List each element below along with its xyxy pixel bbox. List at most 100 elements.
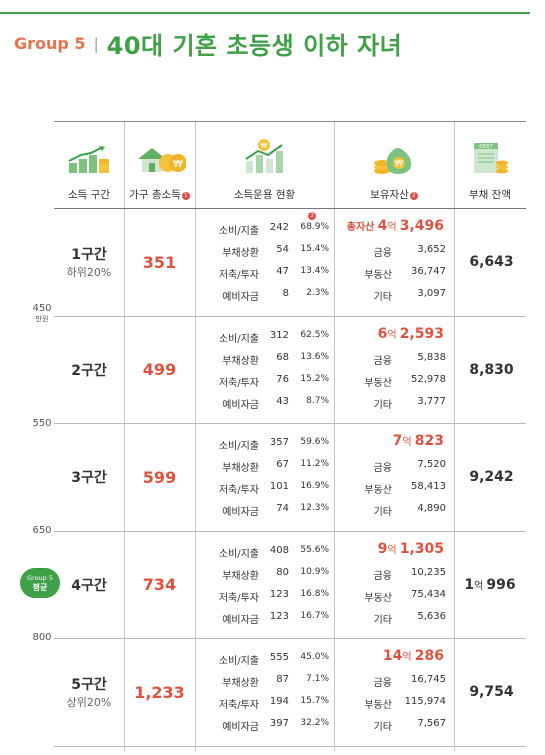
usage-percent: 11.2% <box>300 459 329 469</box>
total-assets-label: 총자산 <box>346 222 375 233</box>
column-divider <box>454 121 455 751</box>
asset-line: 금융 3,652 <box>334 244 452 259</box>
asset-label: 부동산 <box>364 485 392 496</box>
total-assets-eok-unit: 억 <box>387 222 397 233</box>
household-income: 599 <box>142 467 177 487</box>
tier-name: 3구간 <box>71 470 107 487</box>
asset-value: 5,636 <box>417 610 446 622</box>
total-assets-rest: 823 <box>414 433 444 449</box>
debt-balance: 9,754 <box>466 684 513 700</box>
total-assets: 9억 1,305 <box>378 541 444 557</box>
scale-label: 650 <box>30 525 54 536</box>
tier-cell: 4구간 <box>54 532 124 639</box>
usage-label: 예비자금 <box>222 507 259 518</box>
usage-value: 87 <box>276 674 289 685</box>
total-assets: 7억 823 <box>393 433 444 449</box>
asset-line: 부동산 52,978 <box>334 374 452 389</box>
household-income: 1,233 <box>134 682 185 702</box>
total-assets: 14억 286 <box>383 648 444 664</box>
tier-cell: 1구간 하위20% <box>54 209 124 316</box>
usage-percent: 59.6% <box>300 437 329 447</box>
asset-label: 부동산 <box>364 700 392 711</box>
household-income: 499 <box>142 360 177 380</box>
asset-line: 금융 7,520 <box>334 459 452 474</box>
debt-balance: 1억 996 <box>464 577 515 593</box>
table-row: 4구간 734 소비/지출 408 55.6% 부채상환 80 10.9% 저축… <box>54 532 526 639</box>
usage-percent: 15.7% <box>300 696 329 706</box>
usage-value: 123 <box>269 610 289 622</box>
usage-percent: 16.7% <box>300 610 329 621</box>
asset-label: 기타 <box>373 399 392 411</box>
header-assets: ₩ 보유자산 2 <box>334 122 454 210</box>
usage-value: 47 <box>276 266 289 277</box>
usage-value: 43 <box>276 395 289 407</box>
debt-cell: 1억 996 <box>454 532 526 639</box>
usage-cell: 소비/지출 555 45.0% 부채상환 87 7.1% 저축/투자 194 1… <box>195 639 334 746</box>
usage-line: 예비자금 43 8.7% <box>195 395 333 411</box>
total-assets-rest: 3,496 <box>399 218 444 234</box>
asset-label: 기타 <box>373 507 392 518</box>
asset-line: 기타 5,636 <box>334 610 452 626</box>
assets-cell: 7억 823 금융 7,520 부동산 58,413 기타 4,890 <box>334 424 454 531</box>
income-cell: 599 <box>124 424 195 531</box>
total-assets-eok-unit: 억 <box>387 544 397 556</box>
total-assets-eok-unit: 억 <box>402 652 412 663</box>
usage-percent: 15.4% <box>300 244 329 254</box>
usage-percent: 68.9% <box>300 222 329 232</box>
usage-label: 부채상환 <box>222 570 259 582</box>
usage-percent: 16.9% <box>300 481 329 491</box>
debt-cell: 9,242 <box>454 424 526 531</box>
table-row: 2구간 499 소비/지출 312 62.5% 부채상환 68 13.6% 저축… <box>54 317 526 424</box>
usage-line: 소비/지출 555 45.0% <box>195 652 333 667</box>
tier-name: 1구간 <box>71 247 107 264</box>
asset-value: 7,567 <box>417 718 446 729</box>
usage-label: 저축/투자 <box>218 700 259 711</box>
usage-value: 123 <box>269 588 289 600</box>
header-debt: DEBT 부채 잔액 <box>454 122 526 210</box>
header-usage: ₩ 소득운용 현황 <box>195 122 334 210</box>
debt-eok-unit: 억 <box>474 580 484 592</box>
usage-value: 357 <box>269 437 289 448</box>
usage-value: 408 <box>269 544 289 556</box>
total-assets-eok: 4 <box>377 218 388 234</box>
money-bag-icon: ₩ <box>374 148 412 174</box>
scale-unit: 만원 <box>35 315 49 323</box>
asset-line: 금융 10,235 <box>334 567 452 582</box>
asset-value: 36,747 <box>411 266 446 277</box>
asset-value: 4,890 <box>417 503 446 514</box>
scale-value: 800 <box>32 632 52 643</box>
usage-line: 저축/투자 76 15.2% <box>195 373 333 389</box>
tier-name: 4구간 <box>71 577 107 594</box>
usage-label: 부채상환 <box>222 248 259 259</box>
usage-percent: 16.8% <box>300 588 329 599</box>
debt-document-icon: DEBT <box>474 143 508 174</box>
header-income-label: 가구 총소득 1 <box>129 187 190 202</box>
household-income: 351 <box>142 252 177 272</box>
debt-balance: 6,643 <box>466 254 513 270</box>
asset-label: 기타 <box>373 614 392 626</box>
total-assets-rest: 286 <box>414 648 444 664</box>
usage-percent: 15.2% <box>300 373 329 384</box>
usage-value: 76 <box>276 373 289 385</box>
usage-value: 8 <box>282 288 289 299</box>
usage-label: 소비/지출 <box>218 333 259 345</box>
usage-label: 저축/투자 <box>218 485 259 496</box>
title-separator: | <box>93 34 99 53</box>
usage-label: 예비자금 <box>222 614 259 626</box>
usage-line: 소비/지출 312 62.5% <box>195 330 333 345</box>
avg-badge-line2: 평균 <box>32 582 48 592</box>
usage-line: 소비/지출 242 68.9% <box>195 222 333 237</box>
asset-label: 부동산 <box>364 592 392 604</box>
usage-value: 54 <box>276 244 289 255</box>
usage-value: 80 <box>276 566 289 578</box>
usage-percent: 8.7% <box>306 395 329 406</box>
debt-value: 996 <box>486 576 516 593</box>
total-assets: 6억 2,593 <box>378 326 444 342</box>
assets-cell: 6억 2,593 금융 5,838 부동산 52,978 기타 3,777 <box>334 317 454 424</box>
asset-value: 5,838 <box>417 351 446 363</box>
asset-value: 16,745 <box>411 674 446 685</box>
usage-line: 부채상환 87 7.1% <box>195 674 333 689</box>
asset-label: 부동산 <box>364 377 392 389</box>
group-average-badge: Group 5 평균 <box>20 568 60 598</box>
income-cell: 351 <box>124 209 195 316</box>
